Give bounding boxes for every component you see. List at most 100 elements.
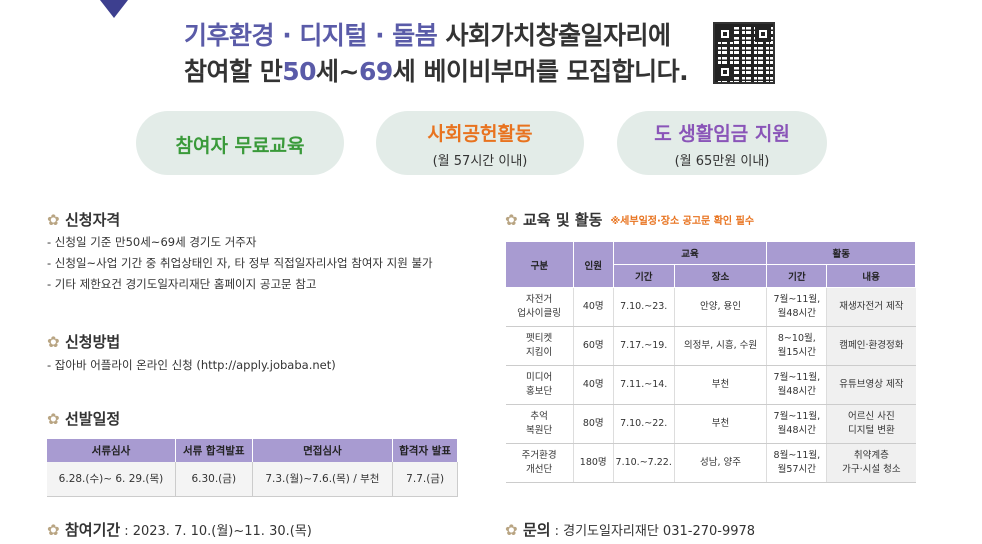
table-row: 자전거 업사이클링 40명 7.10.~23. 안양, 용인 7월~11월, 월48… [505,287,916,327]
headline-line2-b: 세~ [316,57,359,86]
gear-icon: ✿ [47,409,60,428]
list-item: - 기타 제한요건 경기도일자리재단 홈페이지 공고문 참고 [47,277,317,291]
edu-title: ✿ 교육 및 활동 ※세부일정·장소 공고문 확인 필수 [505,209,754,230]
table-cell: 월57시간 [777,464,816,475]
table-cell: 7.10.~22. [613,404,675,444]
table-cell: 7.11.~14. [613,365,675,405]
pill-title: 참여자 무료교육 [175,135,305,157]
list-item: - 잡아바 어플라이 온라인 신청 (http://apply.jobaba.n… [47,358,336,372]
gear-icon: ✿ [47,332,60,351]
table-cell: 7월~11월, [773,294,821,305]
section-title-text: 신청방법 [65,333,121,351]
table-cell: 추억 [530,411,548,422]
method-list: - 잡아바 어플라이 온라인 신청 (http://apply.jobaba.n… [47,355,336,376]
table-header: 활동 [766,241,916,265]
gear-icon: ✿ [47,210,60,229]
table-cell: 성남, 양주 [674,443,768,483]
table-cell: 어르신 사진 [848,411,895,422]
table-row: 펫티켓 지킴이 60명 7.17.~19. 의정부, 시흥, 수원 8~10월, 월… [505,326,916,366]
table-cell: 40명 [573,365,614,405]
pill-title: 사회공헌활동 [427,123,533,145]
table-cell: 캠페인·환경정화 [839,340,904,351]
table-cell: 펫티켓 [526,333,553,344]
table-cell: 8~10월, [777,333,816,344]
table-cell: 월48시간 [777,386,816,397]
section-title-text: 선발일정 [65,410,121,428]
table-cell: 유튜브영상 제작 [839,379,904,390]
table-cell: 미디어 [526,372,553,383]
pill-sub: (월 57시간 이내) [432,154,528,169]
table-header: 구분 [505,241,574,288]
headline-line2-c: 세 베이비부머를 모집합니다. [392,57,689,86]
table-cell: 7.10.~23. [613,287,675,327]
table-cell: 업사이클링 [517,308,561,319]
pill-title: 도 생활임금 지원 [654,123,790,145]
section-title-text: 교육 및 활동 [523,211,603,229]
table-header-row: 기간 장소 기간 내용 [506,264,916,288]
table-cell: 40명 [573,287,614,327]
table-cell: 80명 [573,404,614,444]
contact-label: 문의 [523,521,551,539]
table-cell: 가구·시설 청소 [842,464,901,475]
pill-social-activity: 사회공헌활동 (월 57시간 이내) [376,111,584,175]
table-cell: 7월~11월, [773,372,821,383]
table-cell: 7월~11월, [773,411,821,422]
method-title: ✿ 신청방법 [47,331,120,352]
schedule-table: 서류심사 서류 합격발표 면접심사 합격자 발표 6.28.(수)~ 6. 29… [47,439,458,497]
period-value: : 2023. 7. 10.(월)~11. 30.(목) [124,524,312,539]
table-cell: 7.10.~7.22. [613,443,675,483]
table-row: 6.28.(수)~ 6. 29.(목) 6.30.(금) 7.3.(월)~7.6… [47,462,458,497]
headline-line2-a: 참여할 만 [184,57,283,86]
table-cell: 의정부, 시흥, 수원 [674,326,768,366]
contact-line: ✿ 문의 : 경기도일자리재단 031-270-9978 [505,519,755,540]
list-item: - 신청일 기준 만50세~69세 경기도 거주자 [47,235,257,249]
table-cell: 안양, 용인 [674,287,768,327]
table-header: 인원 [572,241,614,288]
table-cell: 6.30.(금) [175,462,253,497]
table-cell: 6.28.(수)~ 6. 29.(목) [47,462,176,497]
table-cell: 7.7.(금) [392,462,458,497]
table-cell: 7.3.(월)~7.6.(목) / 부천 [252,462,394,497]
table-header: 교육 [612,241,768,265]
gear-icon: ✿ [505,520,518,539]
table-header: 장소 [673,264,768,288]
list-item: - 신청일~사업 기간 중 취업상태인 자, 타 정부 직접일자리사업 참여자 … [47,256,433,270]
table-cell: 주거환경 [521,450,557,461]
table-header: 합격자 발표 [392,439,458,462]
table-cell: 홍보단 [526,386,553,397]
table-header-row: 서류심사 서류 합격발표 면접심사 합격자 발표 [47,439,458,462]
headline: 기후환경 · 디지털 · 돌봄 사회가치창출일자리에 참여할 만50세~69세 … [184,18,724,90]
contact-value: : 경기도일자리재단 031-270-9978 [554,524,756,539]
headline-age-min: 50 [282,57,317,86]
table-cell: 복원단 [526,425,553,436]
table-header: 기간 [766,264,828,288]
eligibility-title: ✿ 신청자격 [47,209,120,230]
table-header: 내용 [826,264,916,288]
table-header: 서류심사 [47,439,176,462]
eligibility-list: - 신청일 기준 만50세~69세 경기도 거주자 - 신청일~사업 기간 중 … [47,232,433,295]
table-row: 주거환경 개선단 180명 7.10.~7.22. 성남, 양주 8월~11월, 월… [505,443,916,483]
gear-icon: ✿ [47,520,60,539]
table-cell: 월15시간 [777,347,816,358]
table-cell: 디지털 변환 [848,425,895,436]
table-cell: 부천 [674,365,768,405]
table-header-row: 구분 인원 교육 활동 [505,241,916,288]
pill-living-wage: 도 생활임금 지원 (월 65만원 이내) [617,111,827,175]
schedule-title: ✿ 선발일정 [47,408,120,429]
headline-line1: 사회가치창출일자리에 [437,21,672,50]
pill-free-education: 참여자 무료교육 [136,111,344,175]
table-cell: 지킴이 [526,347,553,358]
table-row: 추억 복원단 80명 7.10.~22. 부천 7월~11월, 월48시간 어르신 … [505,404,916,444]
table-header: 서류 합격발표 [175,439,253,462]
period-label: 참여기간 [65,521,121,539]
headline-highlight: 기후환경 · 디지털 · 돌봄 [184,21,438,50]
table-header: 기간 [612,264,675,288]
table-cell: 180명 [573,443,614,483]
qr-code-icon[interactable] [713,22,775,84]
pill-sub: (월 65만원 이내) [674,154,770,169]
headline-age-max: 69 [358,57,393,86]
table-cell: 자전거 [526,294,553,305]
table-cell: 부천 [674,404,768,444]
